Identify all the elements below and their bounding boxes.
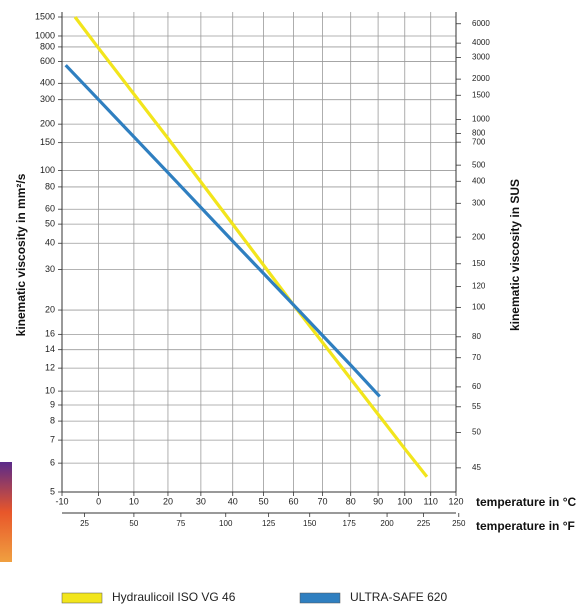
x-tick-label: 60 bbox=[288, 496, 298, 506]
y-tick-label: 80 bbox=[45, 181, 55, 191]
legend-label: Hydraulicoil ISO VG 46 bbox=[112, 590, 236, 604]
y-tick-label: 600 bbox=[40, 56, 55, 66]
y-tick-label: 14 bbox=[45, 344, 55, 354]
y2-tick-label: 45 bbox=[472, 463, 481, 472]
y-tick-label: 50 bbox=[45, 218, 55, 228]
x-tick-label: 10 bbox=[129, 496, 139, 506]
x-tick-label: 100 bbox=[397, 496, 412, 506]
x-tick-label: 40 bbox=[228, 496, 238, 506]
x2-tick-label: 125 bbox=[262, 519, 276, 528]
series-line bbox=[73, 16, 429, 478]
y-tick-label: 1500 bbox=[35, 11, 55, 21]
decoration bbox=[0, 462, 12, 562]
y2-tick-label: 4000 bbox=[472, 38, 490, 47]
y-tick-label: 30 bbox=[45, 264, 55, 274]
series-line bbox=[64, 64, 381, 398]
y-tick-label: 100 bbox=[40, 165, 55, 175]
x2-tick-label: 75 bbox=[176, 519, 185, 528]
x2-tick-label: 200 bbox=[380, 519, 394, 528]
x2-tick-label: 50 bbox=[129, 519, 138, 528]
y2-tick-label: 6000 bbox=[472, 19, 490, 28]
y2-tick-label: 1000 bbox=[472, 115, 490, 124]
y2-tick-label: 700 bbox=[472, 137, 486, 146]
y-tick-label: 40 bbox=[45, 238, 55, 248]
x2-tick-label: 175 bbox=[342, 519, 356, 528]
x2-tick-label: 250 bbox=[452, 519, 466, 528]
y-axis-title: kinematic viscosity in mm²/s bbox=[14, 173, 28, 336]
y2-tick-label: 55 bbox=[472, 402, 481, 411]
legend-label: ULTRA-SAFE 620 bbox=[350, 590, 447, 604]
x-axis-title: temperature in °C bbox=[476, 495, 576, 509]
x-tick-label: 30 bbox=[196, 496, 206, 506]
x-tick-label: 50 bbox=[259, 496, 269, 506]
x-tick-label: 70 bbox=[317, 496, 327, 506]
x2-tick-label: 25 bbox=[80, 519, 89, 528]
legend-swatch bbox=[61, 592, 103, 604]
y-tick-label: 8 bbox=[50, 415, 55, 425]
y-tick-label: 20 bbox=[45, 304, 55, 314]
y2-tick-label: 120 bbox=[472, 282, 486, 291]
y2-tick-label: 100 bbox=[472, 302, 486, 311]
x-tick-label: 20 bbox=[163, 496, 173, 506]
y2-tick-label: 50 bbox=[472, 428, 481, 437]
y2-tick-label: 300 bbox=[472, 198, 486, 207]
y-tick-label: 9 bbox=[50, 399, 55, 409]
y2-tick-label: 2000 bbox=[472, 74, 490, 83]
y-tick-label: 16 bbox=[45, 329, 55, 339]
y-tick-label: 800 bbox=[40, 41, 55, 51]
x-tick-label: 110 bbox=[424, 496, 438, 506]
y-tick-label: 150 bbox=[40, 137, 55, 147]
y2-tick-label: 3000 bbox=[472, 53, 490, 62]
y2-tick-label: 60 bbox=[472, 382, 481, 391]
y2-tick-label: 70 bbox=[472, 353, 481, 362]
y-tick-label: 7 bbox=[50, 434, 55, 444]
y2-tick-label: 80 bbox=[472, 332, 481, 341]
y-tick-label: 400 bbox=[40, 78, 55, 88]
x-tick-label: 120 bbox=[448, 496, 463, 506]
x-tick-label: 80 bbox=[346, 496, 356, 506]
y2-tick-label: 200 bbox=[472, 232, 486, 241]
y-tick-label: 1000 bbox=[35, 30, 55, 40]
y2-tick-label: 150 bbox=[472, 259, 486, 268]
y2-axis-title: kinematic viscosity in SUS bbox=[508, 179, 522, 331]
y-tick-label: 12 bbox=[45, 363, 55, 373]
x-tick-label: -10 bbox=[55, 496, 68, 506]
x2-tick-label: 225 bbox=[417, 519, 431, 528]
y-tick-label: 5 bbox=[50, 486, 55, 496]
y2-tick-label: 800 bbox=[472, 129, 486, 138]
y-tick-label: 6 bbox=[50, 458, 55, 468]
legend-swatch bbox=[299, 592, 341, 604]
y2-tick-label: 400 bbox=[472, 176, 486, 185]
y-tick-label: 200 bbox=[40, 119, 55, 129]
x-tick-label: 0 bbox=[96, 496, 101, 506]
x2-axis-title: temperature in °F bbox=[476, 519, 575, 533]
x2-tick-label: 100 bbox=[219, 519, 233, 528]
x-tick-label: 90 bbox=[373, 496, 383, 506]
y-tick-label: 60 bbox=[45, 204, 55, 214]
y-tick-label: 10 bbox=[45, 385, 55, 395]
y2-tick-label: 500 bbox=[472, 160, 486, 169]
y2-tick-label: 1500 bbox=[472, 90, 490, 99]
y-tick-label: 300 bbox=[40, 94, 55, 104]
x2-tick-label: 150 bbox=[303, 519, 317, 528]
